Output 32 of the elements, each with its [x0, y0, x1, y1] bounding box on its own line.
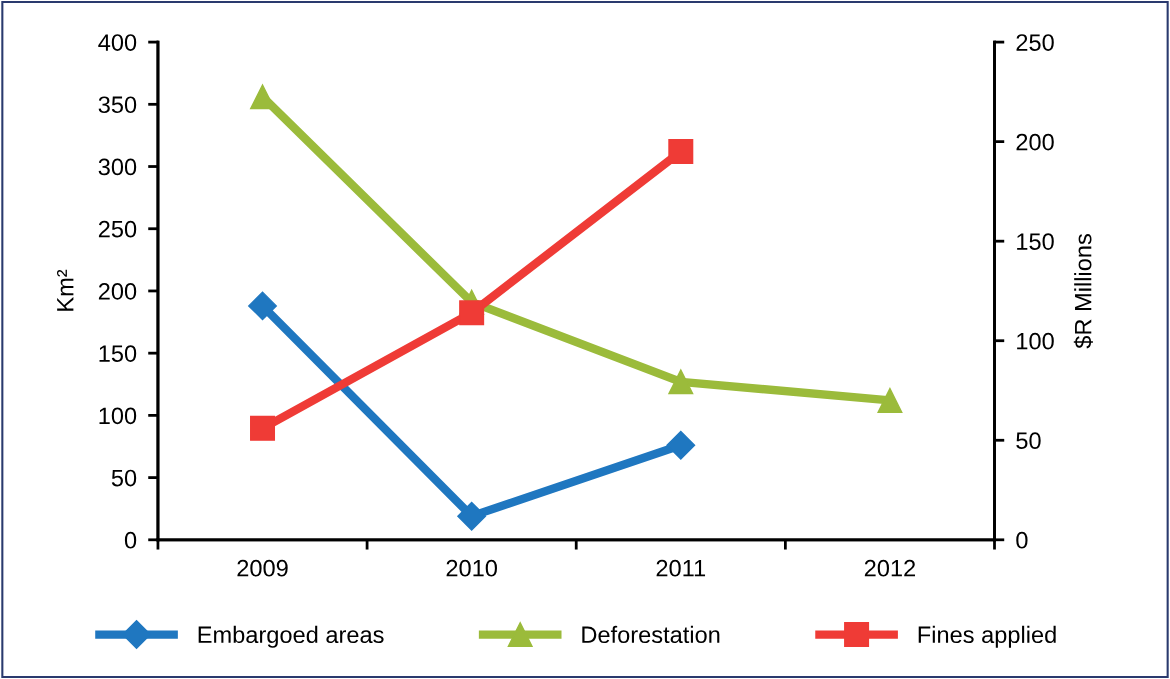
y2-tick-label: 0 [1016, 531, 1028, 549]
y-tick-label: 300 [98, 158, 137, 176]
x-tick-label: 2010 [446, 559, 497, 577]
y2-axis-title: $R Millions [1073, 234, 1093, 349]
x-tick-label: 2012 [864, 559, 916, 577]
point [668, 139, 694, 165]
point [666, 430, 696, 460]
y-tick-label: 50 [111, 469, 137, 487]
y-tick-label: 200 [98, 283, 137, 300]
y2-tick-label: 200 [1016, 133, 1054, 151]
y-tick-label: 400 [98, 34, 137, 51]
legend-label: Embargoed areas [198, 625, 384, 648]
x-tick-label: 2009 [237, 559, 288, 577]
y-tick-label: 100 [99, 407, 137, 425]
y-tick-label: 150 [99, 345, 137, 362]
point [877, 387, 903, 413]
point [457, 501, 487, 531]
y-tick-label: 350 [98, 96, 137, 114]
x-tick-label: 2011 [656, 559, 706, 577]
legend-label: Deforestation [582, 625, 720, 644]
y-tick-label: 250 [98, 220, 137, 238]
y2-tick-label: 150 [1017, 233, 1054, 250]
y-tick-label: 0 [124, 531, 137, 549]
point [250, 415, 276, 441]
point [459, 300, 485, 326]
legend-label: Fines applied [918, 625, 1056, 648]
y2-tick-label: 250 [1016, 34, 1054, 51]
y-axis-title: Km² [57, 269, 74, 311]
y2-tick-label: 100 [1017, 332, 1054, 350]
point [248, 291, 277, 321]
point [668, 369, 694, 395]
y2-tick-label: 50 [1016, 432, 1041, 450]
